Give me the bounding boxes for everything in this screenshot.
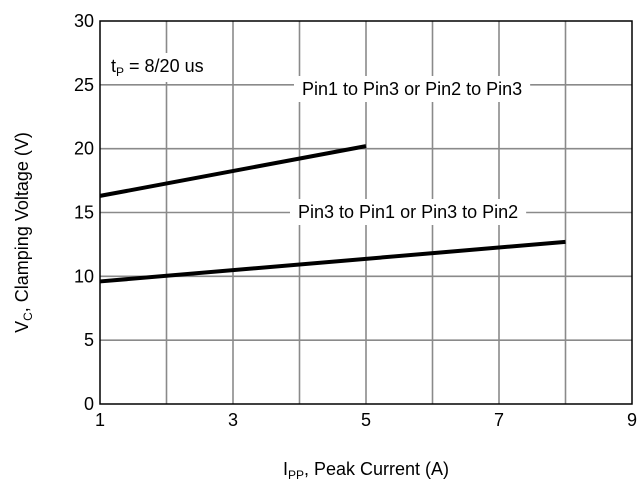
series-line-1 [99, 239, 566, 284]
y-tick-labels: 0 5 10 15 20 25 30 [74, 11, 94, 414]
x-tick-label: 5 [361, 410, 371, 430]
series-line-0 [99, 144, 367, 198]
x-tick-label: 9 [627, 410, 637, 430]
x-tick-label: 7 [494, 410, 504, 430]
y-tick-label: 25 [74, 75, 94, 95]
series-label-background-0 [294, 76, 531, 102]
x-tick-labels: 1 3 5 7 9 [95, 410, 637, 430]
x-axis-label: IPP, Peak Current (A) [283, 459, 449, 482]
plot-frame [99, 20, 633, 405]
series-label-background-1 [290, 199, 527, 225]
y-axis-label: VC, Clamping Voltage (V) [12, 132, 35, 333]
y-tick-label: 5 [84, 330, 94, 350]
y-tick-label: 10 [74, 266, 94, 286]
y-tick-label: 15 [74, 203, 94, 223]
series-label-0: Pin1 to Pin3 or Pin2 to Pin3 [302, 79, 522, 99]
y-tick-label: 0 [84, 394, 94, 414]
y-tick-label: 20 [74, 139, 94, 159]
series-label-1: Pin3 to Pin1 or Pin3 to Pin2 [298, 202, 518, 222]
test-condition-annotation: tP = 8/20 us [111, 56, 204, 79]
series-lines [99, 144, 566, 284]
y-tick-label: 30 [74, 11, 94, 31]
x-tick-label: 1 [95, 410, 105, 430]
x-tick-label: 3 [228, 410, 238, 430]
annotation-background [105, 53, 210, 82]
